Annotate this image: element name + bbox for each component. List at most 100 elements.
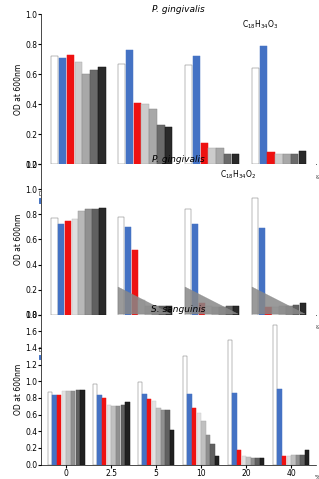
Polygon shape (185, 287, 238, 314)
Bar (241, 456, 246, 465)
Bar (78, 211, 85, 315)
Bar (156, 408, 161, 465)
Bar (165, 127, 173, 164)
Bar (224, 154, 232, 164)
Text: % LRs: % LRs (315, 325, 319, 330)
Title: P. gingivalis: P. gingivalis (152, 155, 205, 164)
Bar (215, 456, 219, 465)
Bar (275, 154, 283, 164)
Text: Oleic acid concentration: Oleic acid concentration (99, 360, 192, 368)
Bar (291, 456, 296, 465)
Bar (51, 57, 58, 164)
Bar (98, 396, 102, 465)
Title: S. sanguinis: S. sanguinis (152, 305, 206, 314)
Text: C$_{18}$H$_{34}$O$_3$: C$_{18}$H$_{34}$O$_3$ (242, 19, 278, 31)
Bar (51, 218, 57, 315)
Bar (57, 395, 62, 465)
Legend: MRS, Hepes, LRs, 0.14mg/ml, 0.28mg/ml, 0.71mg/ml, 1.4mg/ml, 2.8mg/ml: MRS, Hepes, LRs, 0.14mg/ml, 0.28mg/ml, 0… (39, 347, 174, 360)
Bar (65, 221, 71, 315)
Bar (193, 57, 200, 164)
Bar (260, 46, 267, 164)
Bar (283, 154, 291, 164)
Polygon shape (252, 287, 305, 314)
Bar (99, 208, 106, 315)
Bar (291, 154, 298, 164)
Bar (58, 225, 64, 315)
Bar (246, 457, 251, 465)
Bar (252, 198, 258, 315)
Bar (53, 395, 57, 465)
Bar (66, 391, 71, 465)
Y-axis label: OD at 600nm: OD at 600nm (14, 64, 23, 115)
Bar (277, 389, 282, 465)
Bar (118, 217, 124, 315)
Bar (145, 306, 152, 315)
Bar (76, 390, 80, 465)
Bar (296, 455, 300, 465)
Bar (48, 392, 52, 465)
Text: Ricinoleic acid concentration: Ricinoleic acid concentration (90, 209, 201, 218)
Bar (201, 143, 208, 164)
Bar (232, 154, 239, 164)
Bar (252, 68, 259, 164)
Bar (59, 58, 66, 164)
Bar (80, 390, 85, 465)
Bar (166, 411, 170, 465)
Bar (121, 405, 125, 465)
Bar (267, 152, 275, 164)
Legend: Hepes, MRS, LRs, 0.14mg/ml, 0.28mg/ml, 1.4mg/ml, 2.8mg/ml: Hepes, MRS, LRs, 0.14mg/ml, 0.28mg/ml, 1… (39, 191, 174, 204)
Bar (125, 227, 131, 315)
Title: P. gingivalis: P. gingivalis (152, 5, 205, 13)
Bar (111, 406, 116, 465)
Bar (188, 394, 192, 465)
Bar (251, 458, 255, 465)
Bar (132, 250, 138, 315)
Bar (93, 384, 97, 465)
Bar (219, 307, 226, 315)
Polygon shape (118, 287, 171, 314)
Text: C$_{18}$H$_{34}$O$_2$: C$_{18}$H$_{34}$O$_2$ (220, 169, 256, 182)
Bar (201, 421, 206, 465)
Bar (126, 50, 133, 164)
Bar (233, 306, 239, 315)
Bar (161, 411, 165, 465)
Bar (185, 66, 192, 164)
Bar (159, 306, 166, 315)
Bar (286, 456, 291, 465)
Bar (138, 299, 145, 315)
Text: % LRs: % LRs (315, 475, 319, 479)
Bar (92, 209, 99, 315)
Bar (228, 340, 232, 465)
Bar (134, 103, 141, 164)
Bar (299, 151, 306, 164)
Y-axis label: OD at 600nm: OD at 600nm (14, 214, 23, 265)
Bar (232, 393, 237, 465)
Bar (152, 306, 159, 315)
Bar (116, 406, 120, 465)
Bar (265, 307, 272, 315)
Bar (237, 450, 241, 465)
Bar (286, 306, 293, 315)
Bar (143, 394, 147, 465)
Bar (259, 228, 265, 315)
Bar (90, 70, 98, 164)
Bar (216, 148, 224, 164)
Bar (226, 306, 233, 315)
Bar (212, 307, 219, 315)
Bar (82, 74, 90, 164)
Bar (85, 209, 92, 315)
Bar (282, 456, 286, 465)
Y-axis label: OD at 600nm: OD at 600nm (14, 364, 23, 415)
Bar (138, 382, 142, 465)
Bar (170, 430, 174, 465)
Bar (67, 55, 74, 164)
Bar (208, 148, 216, 164)
Bar (62, 391, 66, 465)
Bar (157, 125, 165, 164)
Bar (256, 458, 260, 465)
Bar (71, 219, 78, 315)
Bar (71, 391, 75, 465)
Bar (300, 455, 305, 465)
Bar (198, 303, 205, 315)
Bar (205, 306, 212, 315)
